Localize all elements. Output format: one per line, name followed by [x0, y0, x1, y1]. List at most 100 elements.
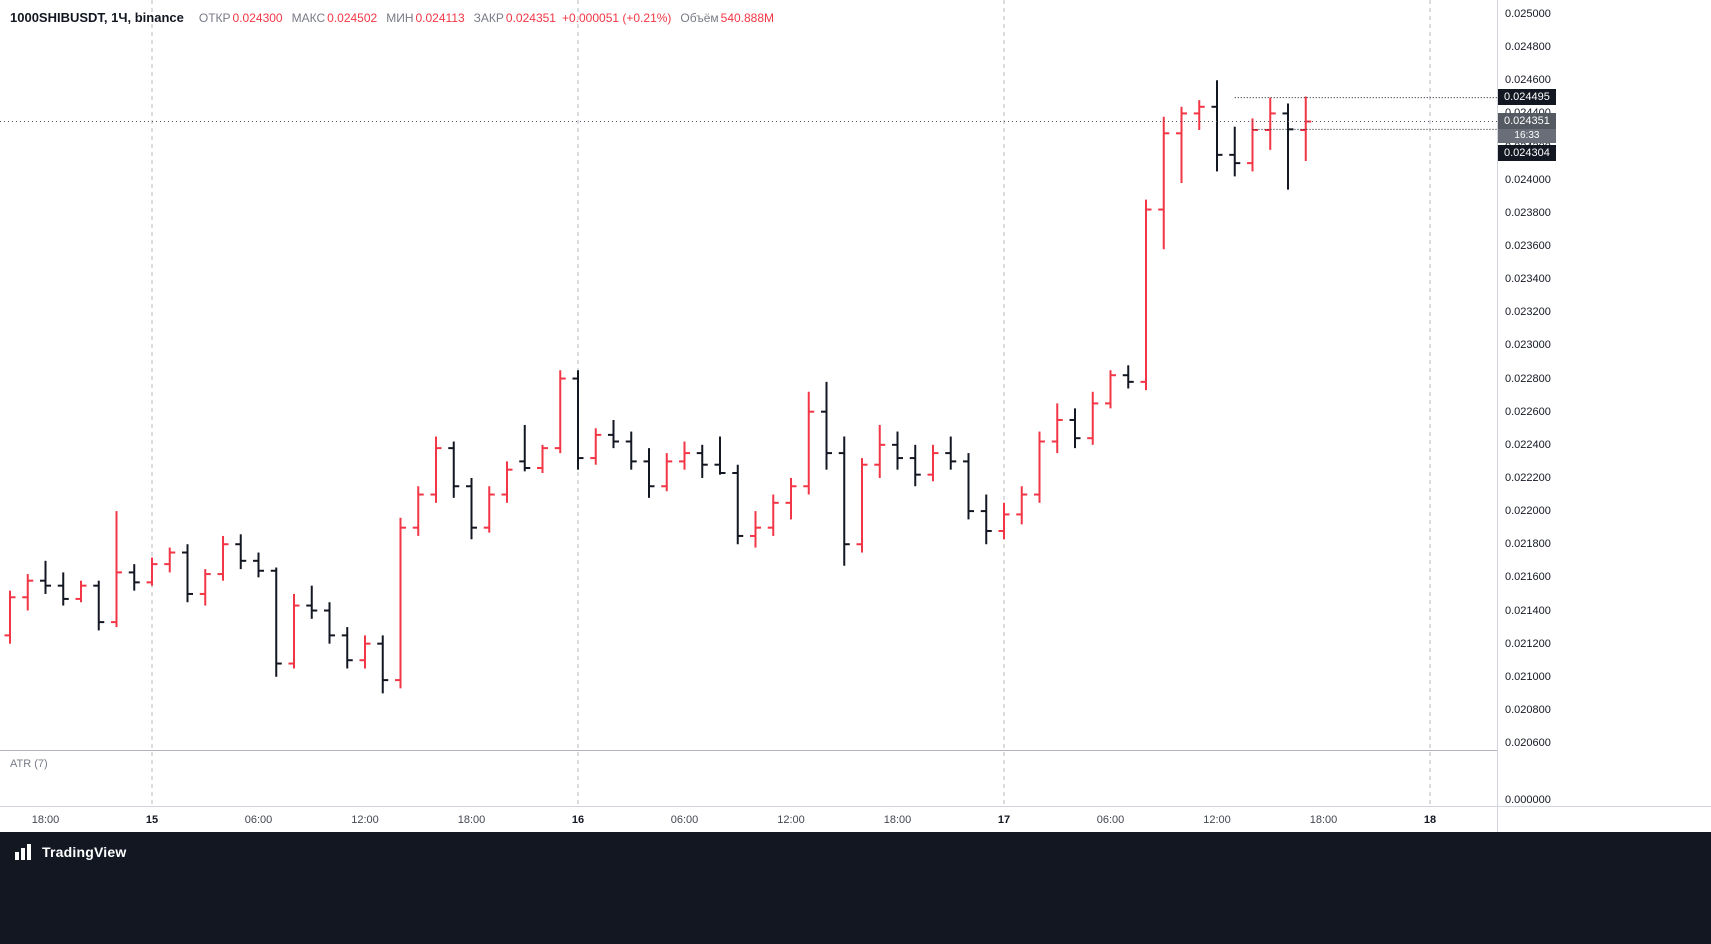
indicator-label-atr[interactable]: ATR (7): [10, 758, 48, 770]
ohlc-bar: [608, 419, 619, 449]
ohlc-bar: [164, 547, 176, 573]
ohlc-bar: [199, 569, 211, 606]
ohlc-bars: [4, 80, 1312, 694]
ohlc-bar: [1158, 116, 1170, 250]
ohlc-bar: [1069, 408, 1081, 449]
chart-legend: 1000SHIBUSDT, 1Ч, binance ОТКР 0.024300 М…: [10, 10, 774, 25]
price-tick-label: 0.021600: [1505, 571, 1551, 584]
ohlc-bar: [1140, 199, 1152, 391]
time-tick-label: 06:00: [1096, 813, 1125, 826]
pane-divider[interactable]: [0, 750, 1711, 751]
legend-volume-label: Объём: [680, 11, 719, 25]
price-tick-label: 0.022600: [1505, 405, 1551, 418]
ohlc-bar: [22, 574, 34, 611]
time-tick-label: 12:00: [777, 813, 805, 826]
legend-low-value: 0.024113: [415, 11, 465, 25]
ohlc-bar: [625, 431, 637, 470]
price-tick-label: 0.023600: [1505, 239, 1551, 252]
legend-close-label: ЗАКР: [473, 11, 504, 25]
ohlc-bar: [838, 436, 850, 566]
ohlc-bar: [253, 552, 264, 578]
legend-low-label: МИН: [386, 11, 414, 25]
ohlc-bar: [270, 567, 282, 677]
time-axis[interactable]: 18:00 15 06:00 12:00 18:00 16 06:00 12:00 18:00 1…: [0, 807, 1711, 832]
chart-pane[interactable]: 1000SHIBUSDT, 1Ч, binance ОТКР 0.024300 М…: [0, 0, 1497, 806]
legend-open-value: 0.024300: [232, 11, 283, 25]
ohlc-bar: [643, 448, 655, 498]
tradingview-logo[interactable]: TradingView: [14, 841, 126, 862]
time-tick-label: 06:00: [670, 813, 699, 826]
price-tick-label: 0.021800: [1505, 538, 1551, 551]
price-axis-border: [1497, 0, 1498, 832]
ohlc-bar: [750, 511, 761, 548]
ohlc-bar: [377, 635, 389, 694]
ohlc-bar: [146, 557, 158, 586]
price-tick-label: 0.020800: [1505, 703, 1551, 716]
price-tick-label: 0.020600: [1505, 737, 1551, 750]
ohlc-bar: [732, 464, 744, 545]
time-tick-label: 12:00: [351, 813, 379, 826]
price-tick-label: 0.022800: [1505, 372, 1551, 385]
ohlc-bar: [537, 444, 548, 473]
ohlc-bar: [909, 444, 921, 487]
ohlc-bar: [998, 502, 1010, 540]
price-tick-label: 0.024800: [1505, 41, 1551, 54]
ohlc-bar: [40, 560, 51, 594]
price-tick-label: 0.023200: [1505, 306, 1551, 319]
ohlc-bar: [1211, 80, 1223, 172]
ohlc-bar: [1247, 118, 1258, 172]
indicator-axis-label: 0.000000: [1505, 794, 1551, 806]
price-tick-label: 0.022200: [1505, 471, 1551, 484]
ohlc-bar: [714, 436, 726, 475]
price-tick-label: 0.023400: [1505, 273, 1551, 286]
ohlc-bar: [341, 627, 353, 669]
brand-text: TradingView: [42, 843, 127, 860]
ohlc-bar: [927, 444, 939, 482]
ohlc-bar: [696, 444, 708, 478]
price-axis[interactable]: 0.000000 0.0250000.0248000.0246000.02440…: [1498, 0, 1711, 806]
ohlc-bar: [1016, 486, 1028, 525]
price-tick-label: 0.022400: [1505, 438, 1551, 451]
ohlc-bar: [554, 370, 566, 454]
ohlc-bar: [483, 486, 495, 533]
ohlc-bar: [980, 494, 992, 545]
tradingview-icon: [15, 844, 31, 860]
legend-high-label: МАКС: [291, 11, 326, 25]
ohlc-bar: [1176, 106, 1187, 184]
ohlc-bar: [306, 585, 318, 619]
ohlc-bar: [288, 593, 300, 669]
current-price-value: 0.024351: [1504, 114, 1550, 127]
ohlc-bar: [1087, 391, 1099, 445]
price-tick-label: 0.021200: [1505, 637, 1551, 650]
ohlc-bar: [572, 370, 584, 470]
time-tick-label: 18:00: [1309, 813, 1338, 826]
price-chart-canvas[interactable]: [0, 0, 1497, 806]
time-tick-day-label: 17: [997, 813, 1011, 826]
ohlc-bar: [111, 511, 122, 628]
ohlc-bar: [324, 602, 335, 644]
ohlc-bar: [1229, 126, 1241, 177]
ohlc-bar: [501, 461, 513, 503]
ohlc-bar: [1034, 431, 1045, 503]
ohlc-bar: [217, 535, 229, 581]
symbol-title[interactable]: 1000SHIBUSDT, 1Ч, binance: [10, 10, 184, 25]
ohlc-bar: [519, 424, 531, 472]
ohlc-bar: [57, 572, 69, 606]
ohlc-bar: [1122, 365, 1134, 389]
ohlc-bar: [803, 391, 815, 495]
ohlc-bar: [679, 441, 690, 470]
legend-close-value: 0.024351: [505, 11, 556, 25]
footer-bar: TradingView: [0, 832, 1711, 944]
time-axis-border: [0, 806, 1711, 807]
ohlc-bar: [235, 534, 247, 570]
ohlc-bar: [1051, 403, 1063, 454]
ohlc-bar: [395, 517, 406, 689]
time-tick-day-label: 16: [571, 813, 585, 826]
ohlc-bar: [75, 580, 87, 603]
price-tick-label: 0.024600: [1505, 74, 1551, 87]
time-tick-label: 18:00: [883, 813, 912, 826]
time-tick-label: 18:00: [457, 813, 486, 826]
ohlc-bar: [1282, 103, 1294, 190]
price-tick-label: 0.021400: [1505, 604, 1551, 617]
ohlc-bar: [1193, 100, 1205, 130]
